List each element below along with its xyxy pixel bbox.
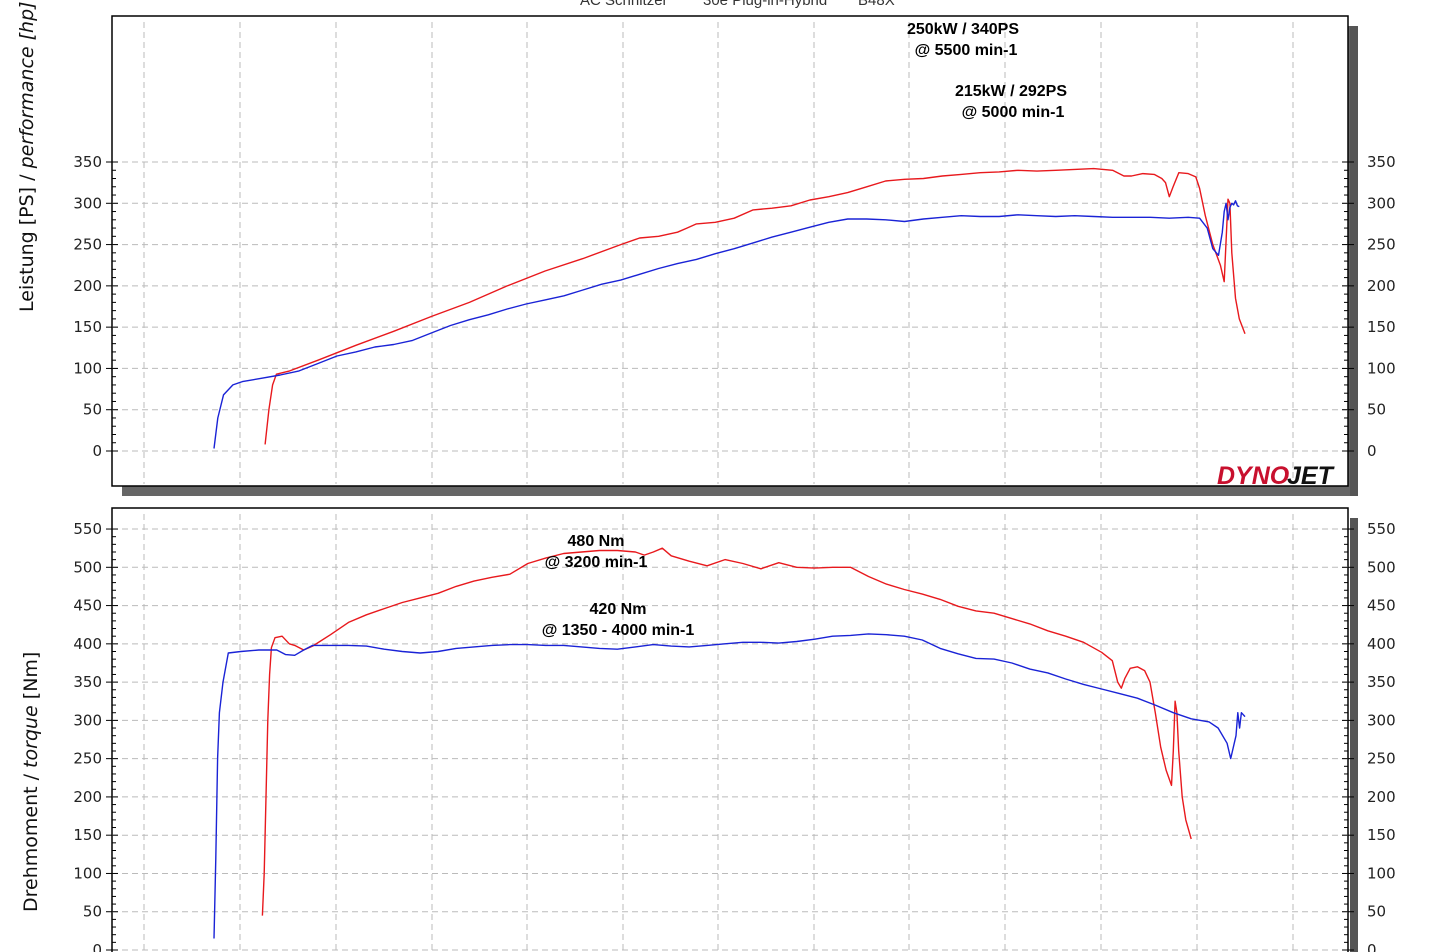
power-chart-panel: 0 0 50 50 100 100 150 150 200 200 250 250 300 300 350 3… xyxy=(16,1,1396,496)
dynojet-logo-jet: JET xyxy=(1287,462,1336,490)
torque-stock-annotation-line1: 420 Nm xyxy=(590,601,647,618)
torque-left-tick-label: 300 xyxy=(73,711,102,729)
torque-plot-area xyxy=(111,507,1349,952)
torque-right-tick-label: 450 xyxy=(1367,597,1396,615)
power-right-tick-label: 200 xyxy=(1367,277,1396,295)
power-right-tick-label: 150 xyxy=(1367,318,1396,336)
power-left-tick-label: 150 xyxy=(73,318,102,336)
torque-right-tick-label: 150 xyxy=(1367,826,1396,844)
torque-right-tick-label: 350 xyxy=(1367,673,1396,691)
torque-left-tick-label: 50 xyxy=(83,903,102,921)
power-left-tick-label: 0 xyxy=(92,442,102,460)
header-text-middle: 30e Plug-in-Hybrid xyxy=(703,0,827,9)
torque-left-tick-label: 250 xyxy=(73,750,102,768)
torque-chart-panel: 0 0 50 50 100 100 150 150 200 200 250 250 300 300 350 3… xyxy=(20,507,1396,952)
torque-curve-blue xyxy=(213,633,1246,939)
torque-stock-annotation-line2: @ 1350 - 4000 min-1 xyxy=(542,622,695,639)
torque-series xyxy=(213,547,1246,939)
power-grid xyxy=(112,22,1348,484)
torque-left-tick-label: 150 xyxy=(73,826,102,844)
torque-right-tick-label: 50 xyxy=(1367,903,1386,921)
power-left-tick-label: 100 xyxy=(73,359,102,377)
torque-left-tick-label: 200 xyxy=(73,788,102,806)
power-stock-annotation-line1: 215kW / 292PS xyxy=(955,83,1067,100)
torque-y-axis-label: Drehmoment / torque [Nm] xyxy=(20,652,42,912)
torque-right-tick-label: 400 xyxy=(1367,635,1396,653)
torque-peak-annotation-line1: 480 Nm xyxy=(568,533,625,550)
torque-grid xyxy=(112,514,1348,952)
torque-left-tick-label: 450 xyxy=(73,597,102,615)
power-peak-annotation-line2: @ 5500 min-1 xyxy=(915,42,1018,59)
torque-right-tick-label: 550 xyxy=(1367,520,1396,538)
power-left-tick-label: 50 xyxy=(83,401,102,419)
torque-right-tick-label: 500 xyxy=(1367,558,1396,576)
torque-left-tick-label: 550 xyxy=(73,520,102,538)
power-right-tick-label: 250 xyxy=(1367,236,1396,254)
power-right-scroll-strip xyxy=(1350,26,1358,496)
power-left-tick-label: 200 xyxy=(73,277,102,295)
power-plot-area xyxy=(111,15,1349,487)
power-left-tick-label: 300 xyxy=(73,194,102,212)
torque-right-tick-label: 250 xyxy=(1367,750,1396,768)
power-left-tick-label: 250 xyxy=(73,236,102,254)
torque-left-tick-label: 400 xyxy=(73,635,102,653)
power-right-tick-label: 0 xyxy=(1367,442,1377,460)
power-stock-annotation-line2: @ 5000 min-1 xyxy=(962,104,1065,121)
header-text-left: AC Schnitzer xyxy=(580,0,668,9)
power-right-tick-label: 300 xyxy=(1367,194,1396,212)
torque-left-tick-label: 350 xyxy=(73,673,102,691)
power-right-tick-label: 350 xyxy=(1367,153,1396,171)
header-caption: AC Schnitzer 30e Plug-in-Hybrid B48X xyxy=(580,0,895,9)
power-left-tick-label: 350 xyxy=(73,153,102,171)
torque-right-tick-label: 100 xyxy=(1367,864,1396,882)
power-right-tick-label: 50 xyxy=(1367,401,1386,419)
power-y-axis-label: Leistung [PS] / performance [hp] xyxy=(16,1,38,312)
dynojet-logo-dyno: DYNO xyxy=(1217,462,1290,490)
header-text-right: B48X xyxy=(858,0,895,9)
power-peak-annotation-line1: 250kW / 340PS xyxy=(907,21,1019,38)
torque-axis-ticks: 0 0 50 50 100 100 150 150 200 200 250 250 300 300 350 3… xyxy=(73,520,1395,952)
torque-peak-annotation-line2: @ 3200 min-1 xyxy=(545,554,648,571)
power-series xyxy=(213,167,1246,449)
power-curve-blue xyxy=(213,200,1240,449)
torque-left-tick-label: 100 xyxy=(73,864,102,882)
torque-curve-red xyxy=(261,547,1192,916)
torque-right-tick-label: 0 xyxy=(1367,941,1377,952)
torque-right-scroll-strip xyxy=(1350,518,1358,952)
power-axis-ticks: 0 0 50 50 100 100 150 150 200 200 250 250 300 300 350 3… xyxy=(73,153,1395,460)
torque-left-tick-label: 0 xyxy=(92,941,102,952)
power-right-tick-label: 100 xyxy=(1367,359,1396,377)
torque-right-tick-label: 300 xyxy=(1367,711,1396,729)
torque-right-tick-label: 200 xyxy=(1367,788,1396,806)
dynojet-logo: DYNO JET xyxy=(1217,462,1336,490)
power-curve-red xyxy=(264,167,1246,445)
torque-left-tick-label: 500 xyxy=(73,558,102,576)
